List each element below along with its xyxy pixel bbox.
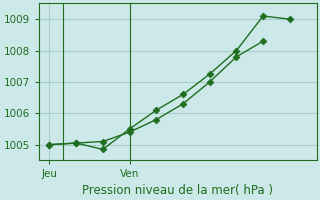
X-axis label: Pression niveau de la mer( hPa ): Pression niveau de la mer( hPa ) <box>82 184 273 197</box>
